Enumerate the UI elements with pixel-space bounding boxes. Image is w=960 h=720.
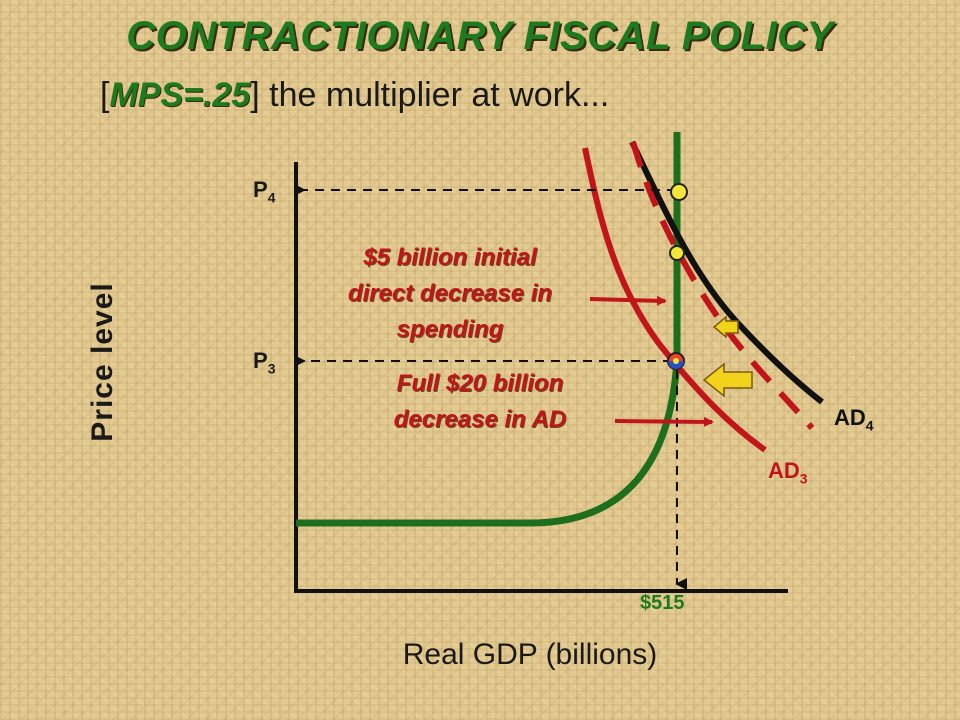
gdp-value-label: $515 [640, 592, 685, 614]
intermediate-ad-curve [630, 141, 815, 430]
ad4-curve [629, 140, 824, 405]
slide-title: CONTRACTIONARY FISCAL POLICY [126, 14, 834, 58]
slide-subtitle: [MPS=.25] the multiplier at work... [100, 76, 609, 115]
ad4-label: AD4 [834, 405, 874, 433]
price-label-p3-sub: 3 [267, 360, 276, 377]
y-axis-label: Price level [86, 282, 119, 442]
equilibrium-point-p4 [670, 183, 688, 201]
subtitle-close-bracket: ] [250, 76, 260, 114]
ad3-label-sub: 3 [799, 470, 808, 487]
annotation-line: decrease in AD [393, 406, 567, 433]
full-decrease-arrow [614, 416, 714, 427]
large-shift-arrow-icon [702, 362, 753, 398]
annotation-line: spending [396, 316, 504, 343]
subtitle-text: the multiplier at work... [259, 76, 610, 114]
mps-value: MPS=.25 [109, 76, 251, 114]
price-label-p4-sub: 4 [267, 189, 276, 206]
intermediate-point [669, 245, 685, 261]
initial-decrease-arrow [589, 295, 667, 306]
x-axis-label: Real GDP (billions) [402, 638, 658, 671]
ad3-label: AD3 [768, 458, 808, 486]
price-label-p3-letter: P [253, 348, 268, 373]
annotation-line: $5 billion initial [363, 244, 537, 271]
price-label-p4: P4 [253, 177, 275, 205]
ad3-label-letter: AD [768, 458, 800, 483]
small-shift-arrow-icon [712, 315, 739, 339]
annotation-line: Full $20 billion [396, 370, 564, 397]
price-label-p4-letter: P [253, 177, 268, 202]
annotation-line: direct decrease in [347, 280, 553, 307]
full-decrease-annotation: Full $20 billion decrease in AD [340, 366, 620, 438]
ad4-label-letter: AD [834, 405, 866, 430]
ad4-label-sub: 4 [865, 417, 874, 434]
ad3-curve [582, 147, 767, 453]
equilibrium-point-p3 [667, 352, 685, 370]
initial-decrease-annotation: $5 billion initial direct decrease in sp… [300, 240, 600, 348]
price-label-p3: P3 [253, 348, 275, 376]
aggregate-supply-curve [296, 132, 681, 527]
subtitle-open-bracket: [ [100, 76, 110, 114]
